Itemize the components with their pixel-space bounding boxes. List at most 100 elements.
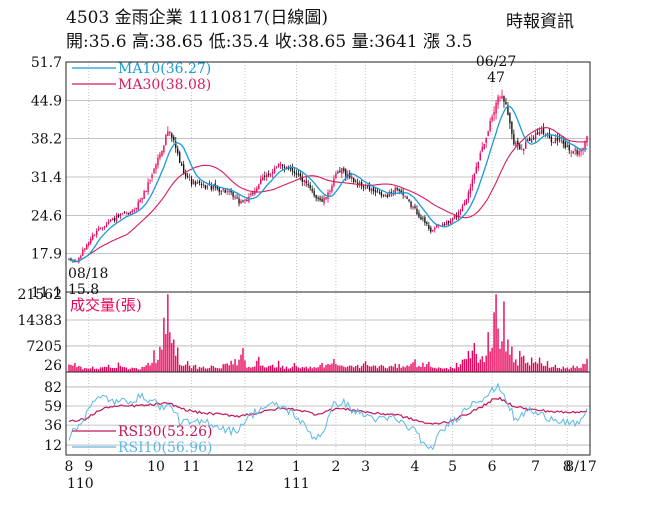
candle-body — [84, 248, 86, 250]
candle-body — [378, 192, 381, 194]
candle-body — [358, 182, 361, 185]
volume-bar — [155, 363, 157, 372]
volume-bar — [214, 367, 216, 372]
candle-body — [527, 139, 529, 142]
volume-bar — [165, 334, 167, 372]
volume-bar — [327, 363, 329, 372]
candle-body — [463, 202, 466, 206]
candle-body — [471, 179, 474, 188]
rsi-tick-label: 59 — [44, 399, 62, 415]
candle-body — [129, 211, 131, 215]
candle-body — [360, 181, 363, 187]
volume-bar — [408, 366, 410, 372]
volume-bar — [497, 328, 499, 372]
volume-bar — [542, 365, 545, 372]
candle-body — [576, 150, 578, 155]
candle-body — [337, 171, 339, 173]
candle-body — [364, 186, 367, 189]
candle-body — [240, 200, 242, 204]
volume-bar — [319, 364, 321, 372]
volume-bar — [400, 367, 402, 372]
volume-bar — [82, 369, 84, 372]
candle-body — [572, 151, 574, 153]
volume-bar — [441, 368, 444, 372]
volume-bar — [443, 368, 446, 372]
volume-bar — [430, 366, 432, 372]
candle-body — [167, 131, 169, 136]
candle-body — [398, 189, 400, 191]
volume-bar — [97, 369, 100, 372]
candle-body — [554, 138, 557, 144]
volume-bar — [175, 355, 177, 372]
volume-bar — [289, 368, 292, 372]
volume-bar — [88, 368, 90, 372]
volume-bar — [536, 363, 539, 372]
volume-bar — [570, 367, 572, 372]
volume-bar — [578, 368, 580, 372]
candle-body — [354, 181, 357, 183]
volume-bar — [521, 356, 523, 372]
candle-body — [586, 135, 588, 143]
volume-bar — [250, 367, 252, 372]
volume-bar — [200, 367, 203, 372]
candle-body — [250, 193, 252, 196]
candle-body — [289, 167, 292, 169]
volume-bar — [206, 368, 209, 372]
candle-body — [443, 224, 446, 226]
candle-body — [188, 177, 191, 178]
volume-panel: 成交量(張) — [68, 294, 588, 372]
volume-bar — [572, 365, 574, 372]
candle-body — [412, 206, 414, 208]
volume-bar — [554, 364, 557, 372]
volume-bar — [528, 365, 531, 372]
candle-body — [467, 192, 470, 200]
candle-body — [408, 199, 410, 202]
volume-bar — [461, 359, 464, 372]
volume-bar — [501, 341, 503, 372]
candle-body — [271, 171, 274, 174]
volume-bar — [260, 365, 262, 372]
volume-title: 成交量(張) — [70, 296, 142, 314]
volume-bar — [404, 367, 406, 372]
candle-body — [368, 185, 371, 191]
candle-body — [315, 194, 317, 199]
volume-bar — [505, 351, 507, 372]
volume-bar — [414, 359, 416, 372]
candle-body — [370, 188, 373, 192]
volume-bar — [230, 360, 232, 372]
candle-body — [402, 191, 404, 196]
volume-bar — [546, 361, 549, 372]
chart-frame — [65, 61, 591, 456]
candle-body — [275, 166, 278, 168]
volume-bar — [455, 362, 458, 372]
volume-bar — [503, 301, 505, 372]
volume-bar — [99, 367, 102, 372]
volume-bar — [264, 367, 266, 372]
volume-bar — [198, 367, 201, 372]
data-source-label: 時報資訊 — [506, 12, 574, 32]
candle-body — [568, 144, 570, 151]
volume-bar — [364, 361, 367, 372]
candle-body — [335, 173, 337, 179]
candle-body — [305, 181, 307, 184]
volume-bar — [519, 351, 521, 372]
volume-bar — [80, 366, 82, 372]
volume-bar — [325, 364, 327, 372]
volume-bar — [297, 367, 300, 372]
volume-bar — [273, 367, 276, 372]
volume-bar — [374, 365, 377, 372]
candle-body — [380, 192, 383, 196]
volume-bar — [580, 367, 582, 372]
candle-body — [242, 200, 244, 202]
volume-bar — [228, 365, 230, 372]
candle-body — [372, 187, 375, 192]
candle-body — [323, 197, 325, 204]
candle-body — [556, 138, 559, 141]
volume-bar — [345, 367, 347, 372]
candle-body — [198, 181, 201, 183]
volume-bar — [394, 363, 396, 372]
month-label: 4 — [411, 459, 420, 475]
candle-body — [180, 163, 183, 166]
candle-body — [513, 133, 515, 145]
